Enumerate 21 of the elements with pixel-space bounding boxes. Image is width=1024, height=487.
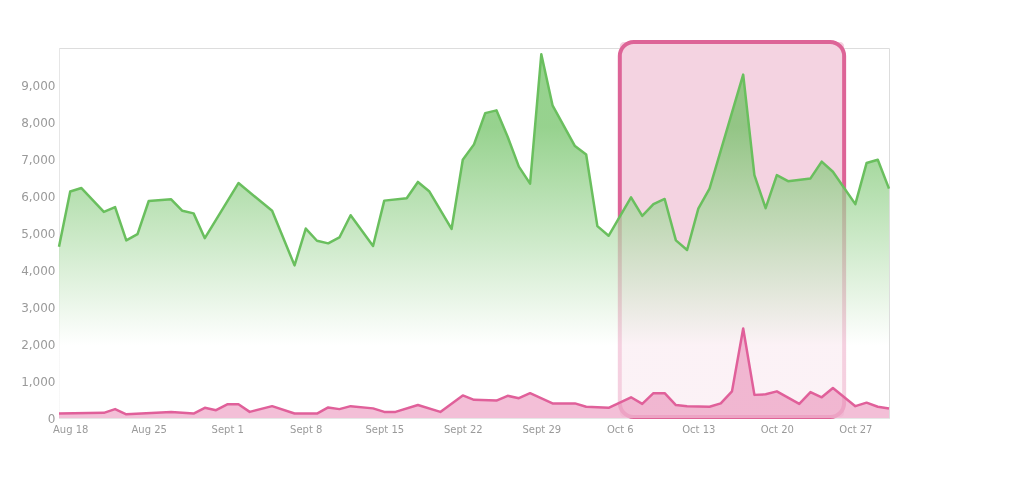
y-tick-label: 6,000 [21, 189, 56, 204]
x-tick-label: Sept 22 [443, 423, 483, 435]
y-tick-label: 7,000 [21, 152, 56, 167]
y-tick-label: 1,000 [21, 374, 56, 389]
y-tick-label: 3,000 [21, 300, 56, 315]
x-tick-label: Aug 25 [131, 423, 167, 435]
x-tick-label: Aug 18 [53, 423, 89, 435]
x-tick-label: Sept 29 [522, 423, 562, 435]
y-tick-label: 2,000 [21, 337, 56, 352]
x-tick-label: Sept 15 [365, 423, 405, 435]
x-tick-label: Sept 1 [211, 423, 244, 435]
x-tick-label: Sept 8 [290, 423, 323, 435]
y-tick-label: 5,000 [21, 226, 56, 241]
y-tick-label: 9,000 [21, 78, 56, 93]
y-tick-label: 0 [47, 411, 56, 426]
x-tick-label: Oct 27 [839, 423, 873, 435]
y-tick-label: 4,000 [21, 263, 56, 278]
x-tick-label: Oct 6 [606, 423, 634, 435]
x-tick-label: Oct 20 [760, 423, 794, 435]
x-tick-label: Oct 13 [682, 423, 716, 435]
y-tick-label: 8,000 [21, 115, 56, 130]
